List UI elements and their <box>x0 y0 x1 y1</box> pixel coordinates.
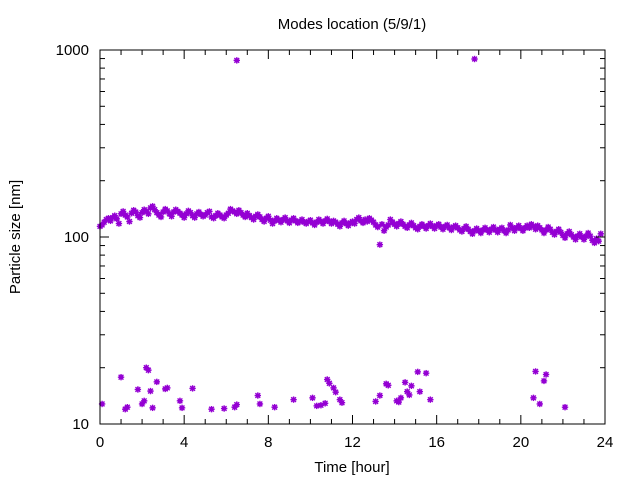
y-tick-labels: 10 100 1000 <box>56 42 89 433</box>
x-tick-label: 24 <box>597 434 614 451</box>
data-point <box>422 369 430 377</box>
data-point <box>115 220 123 227</box>
data-point <box>378 221 386 228</box>
data-point <box>153 378 161 386</box>
data-point <box>408 382 415 390</box>
data-point <box>147 387 154 395</box>
y-tick-label: 10 <box>72 416 89 433</box>
x-tick-label: 8 <box>264 434 272 451</box>
data-point <box>309 394 316 402</box>
x-tick-label: 16 <box>428 434 445 451</box>
data-point <box>157 213 165 221</box>
x-tick-label: 0 <box>96 434 104 451</box>
data-point <box>532 368 539 375</box>
chart-title: Modes location (5/9/1) <box>278 16 426 33</box>
x-tick-label: 20 <box>512 434 529 451</box>
x-axis-title: Time [hour] <box>314 459 389 476</box>
plot-frame <box>99 49 606 425</box>
data-point <box>149 404 156 412</box>
data-point <box>338 399 346 406</box>
data-point <box>138 400 146 408</box>
data-point <box>176 397 184 405</box>
data-point <box>113 215 121 223</box>
data-point <box>477 229 485 237</box>
data-point <box>530 394 537 402</box>
x-tick-label: 4 <box>180 434 188 451</box>
data-point <box>254 392 262 399</box>
data-point <box>145 210 152 218</box>
data-point <box>107 217 114 225</box>
data-point <box>326 380 333 387</box>
data-point <box>132 208 139 216</box>
x-tick-label: 12 <box>344 434 361 451</box>
data-point <box>406 391 413 399</box>
data-point <box>290 396 297 403</box>
data-point <box>126 218 133 225</box>
data-point <box>208 405 215 413</box>
data-point <box>178 404 186 412</box>
data-point <box>401 379 409 386</box>
data-point <box>372 398 379 405</box>
data-point <box>98 400 106 408</box>
data-point <box>376 241 384 248</box>
data-point <box>374 223 381 231</box>
data-point <box>376 392 384 399</box>
data-point <box>595 237 602 245</box>
data-point <box>189 385 196 392</box>
data-point <box>164 384 171 392</box>
data-point <box>397 394 405 402</box>
data-point <box>431 225 438 232</box>
data-point <box>233 401 240 408</box>
data-point <box>220 405 228 412</box>
data-point <box>471 55 478 63</box>
data-point <box>395 398 402 406</box>
y-axis-title: Particle size [nm] <box>7 180 24 294</box>
data-point <box>416 388 424 395</box>
data-point <box>124 403 131 411</box>
data-point <box>542 371 550 378</box>
data-point <box>140 397 148 405</box>
y-tick-label: 100 <box>64 229 89 246</box>
data-point <box>414 368 421 376</box>
x-tick-labels: 0 4 8 12 16 20 24 <box>96 434 614 451</box>
data-point <box>117 373 125 381</box>
data-point <box>134 386 142 393</box>
data-point <box>355 214 363 221</box>
data-point <box>385 221 392 229</box>
data-point <box>336 223 344 230</box>
data-point <box>509 224 516 231</box>
data-point <box>587 232 594 240</box>
data-point <box>332 388 339 396</box>
data-point <box>597 230 604 238</box>
data-points <box>96 55 604 413</box>
data-point <box>206 208 213 215</box>
data-point <box>256 400 264 408</box>
data-point <box>515 222 522 229</box>
data-point <box>557 229 565 236</box>
data-point <box>136 214 144 221</box>
data-point <box>321 400 329 407</box>
data-point <box>540 377 548 385</box>
data-point <box>561 403 569 411</box>
data-point <box>233 57 240 64</box>
data-point <box>427 396 434 403</box>
data-point <box>385 382 392 389</box>
data-point <box>145 366 152 374</box>
y-tick-label: 1000 <box>56 42 89 59</box>
data-point <box>536 400 543 408</box>
data-point <box>271 403 278 411</box>
data-point <box>281 214 289 221</box>
